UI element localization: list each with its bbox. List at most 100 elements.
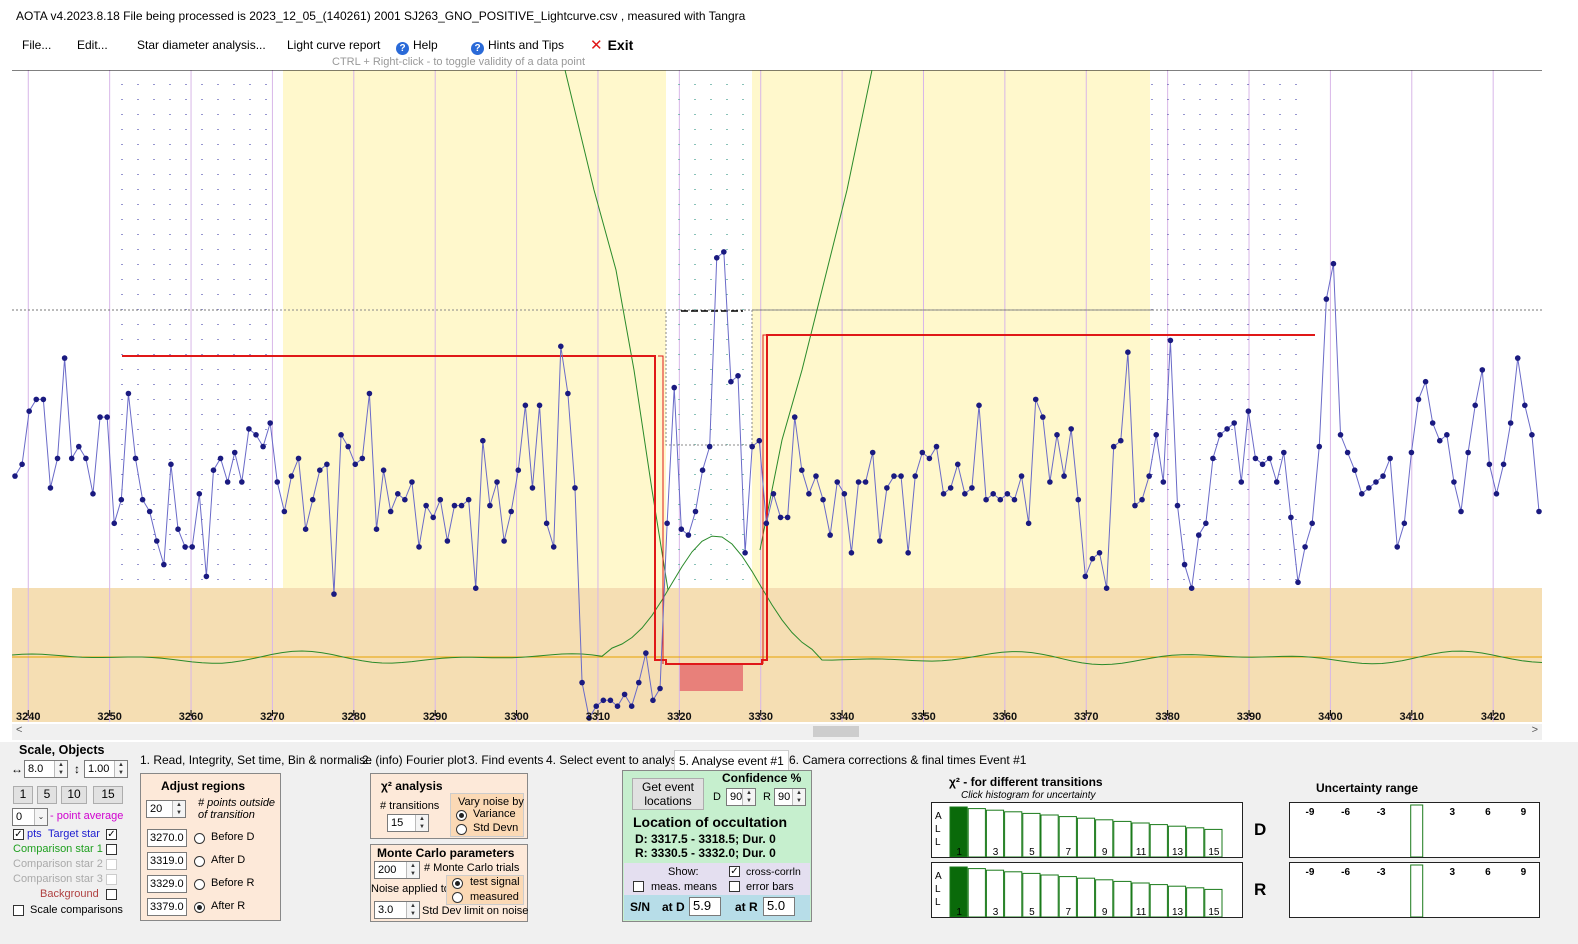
data-point[interactable] xyxy=(905,550,911,556)
before-d-field[interactable]: 3270.0 xyxy=(147,829,187,847)
histogram-bar[interactable] xyxy=(1149,884,1168,918)
get-event-locations-button[interactable]: Get event locations xyxy=(632,778,704,810)
data-point[interactable] xyxy=(1018,473,1025,479)
data-point[interactable] xyxy=(912,473,919,479)
data-point[interactable] xyxy=(33,396,40,403)
chevron-down-icon[interactable]: ⌄ xyxy=(34,809,47,825)
data-point[interactable] xyxy=(472,585,479,591)
after-d-radio[interactable] xyxy=(194,856,205,867)
data-point[interactable] xyxy=(522,402,529,409)
data-point[interactable] xyxy=(1302,544,1308,550)
confidence-r-spinner[interactable]: 90 ▲ ▼ xyxy=(774,788,806,806)
scroll-right-arrow[interactable]: > xyxy=(1531,724,1538,736)
data-point[interactable] xyxy=(224,479,231,485)
data-point[interactable] xyxy=(61,355,68,361)
measured-radio[interactable] xyxy=(452,892,463,903)
monte-carlo-trials-spinner[interactable]: 200 ▲ ▼ xyxy=(374,861,420,879)
after-d-field[interactable]: 3319.0 xyxy=(147,852,187,870)
data-point[interactable] xyxy=(317,467,323,474)
spinner-arrows-icon[interactable]: ▲ ▼ xyxy=(114,761,127,777)
data-point[interactable] xyxy=(1366,485,1372,491)
scale-1-button[interactable]: 1 xyxy=(13,786,33,804)
histogram-bar[interactable] xyxy=(1076,817,1096,858)
data-point[interactable] xyxy=(855,479,862,485)
data-point[interactable] xyxy=(806,491,812,497)
data-point[interactable] xyxy=(983,496,989,503)
scale-15-button[interactable]: 15 xyxy=(93,786,123,804)
data-point[interactable] xyxy=(614,703,621,709)
data-point[interactable] xyxy=(210,467,217,474)
histogram-bar[interactable] xyxy=(1040,814,1059,858)
data-points[interactable] xyxy=(12,249,1542,721)
data-point[interactable] xyxy=(189,544,196,550)
data-point[interactable] xyxy=(1075,496,1082,503)
data-point[interactable] xyxy=(1117,437,1124,444)
tab-camera-corrections[interactable]: 6. Camera corrections & final times Even… xyxy=(789,753,1027,767)
data-point[interactable] xyxy=(777,514,784,521)
spinner-arrows-icon[interactable]: ▲ ▼ xyxy=(792,789,805,805)
histogram-bar[interactable] xyxy=(1186,887,1205,918)
spinner-arrows-icon[interactable]: ▲ ▼ xyxy=(406,862,419,878)
data-point[interactable] xyxy=(508,508,514,515)
data-point[interactable] xyxy=(1500,461,1507,468)
data-point[interactable] xyxy=(1373,479,1379,485)
data-point[interactable] xyxy=(90,491,96,497)
after-r-radio[interactable] xyxy=(194,902,205,913)
data-point[interactable] xyxy=(791,414,798,420)
data-point[interactable] xyxy=(1479,367,1486,373)
data-point[interactable] xyxy=(1110,443,1117,450)
data-point[interactable] xyxy=(480,437,486,444)
data-point[interactable] xyxy=(1358,491,1365,497)
data-point[interactable] xyxy=(699,467,706,474)
data-point[interactable] xyxy=(1203,520,1209,527)
data-point[interactable] xyxy=(394,491,401,497)
data-point[interactable] xyxy=(997,496,1004,503)
data-point[interactable] xyxy=(416,544,422,550)
data-point[interactable] xyxy=(1536,508,1542,515)
data-point[interactable] xyxy=(515,467,522,474)
data-point[interactable] xyxy=(529,485,536,491)
data-point[interactable] xyxy=(19,461,25,468)
data-point[interactable] xyxy=(1061,473,1067,479)
h-scale-spinner[interactable]: 8.0 ▲ ▼ xyxy=(24,760,68,778)
data-point[interactable] xyxy=(827,532,833,538)
menu-exit[interactable]: ✕ Exit xyxy=(590,36,633,54)
data-point[interactable] xyxy=(1309,520,1315,527)
data-point[interactable] xyxy=(1451,479,1457,485)
data-point[interactable] xyxy=(260,443,266,450)
tab-select-event[interactable]: 4. Select event to analyse xyxy=(546,753,684,767)
data-point[interactable] xyxy=(1351,467,1358,474)
data-point[interactable] xyxy=(1514,355,1521,361)
data-point[interactable] xyxy=(876,538,883,544)
histogram-bar[interactable] xyxy=(1004,811,1023,858)
data-point[interactable] xyxy=(1323,296,1330,302)
data-point[interactable] xyxy=(1160,479,1167,485)
data-point[interactable] xyxy=(1040,414,1046,420)
data-point[interactable] xyxy=(940,491,947,497)
data-point[interactable] xyxy=(713,255,720,261)
data-point[interactable] xyxy=(1224,426,1230,432)
histogram-bar[interactable] xyxy=(1186,827,1205,858)
data-point[interactable] xyxy=(139,496,146,503)
data-point[interactable] xyxy=(153,538,160,544)
tab-read[interactable]: 1. Read, Integrity, Set time, Bin & norm… xyxy=(140,753,372,767)
menu-light-curve-report[interactable]: Light curve report xyxy=(287,38,381,52)
data-point[interactable] xyxy=(1011,496,1018,503)
histogram-bar[interactable] xyxy=(1113,820,1132,858)
data-point[interactable] xyxy=(848,550,855,556)
point-average-select[interactable]: 0 ⌄ xyxy=(12,808,48,826)
data-point[interactable] xyxy=(742,550,748,556)
data-point[interactable] xyxy=(132,455,139,462)
data-point[interactable] xyxy=(1259,461,1266,468)
histogram-bar[interactable] xyxy=(1076,877,1096,918)
data-point[interactable] xyxy=(345,443,351,450)
std-limit-spinner[interactable]: 3.0 ▲ ▼ xyxy=(374,901,420,919)
data-point[interactable] xyxy=(1281,449,1287,456)
data-point[interactable] xyxy=(1266,455,1273,462)
data-point[interactable] xyxy=(352,461,359,468)
data-point[interactable] xyxy=(182,544,188,550)
data-point[interactable] xyxy=(494,479,500,485)
test-signal-radio[interactable] xyxy=(452,878,463,889)
data-point[interactable] xyxy=(1054,432,1060,438)
histogram-bar[interactable] xyxy=(967,868,986,918)
